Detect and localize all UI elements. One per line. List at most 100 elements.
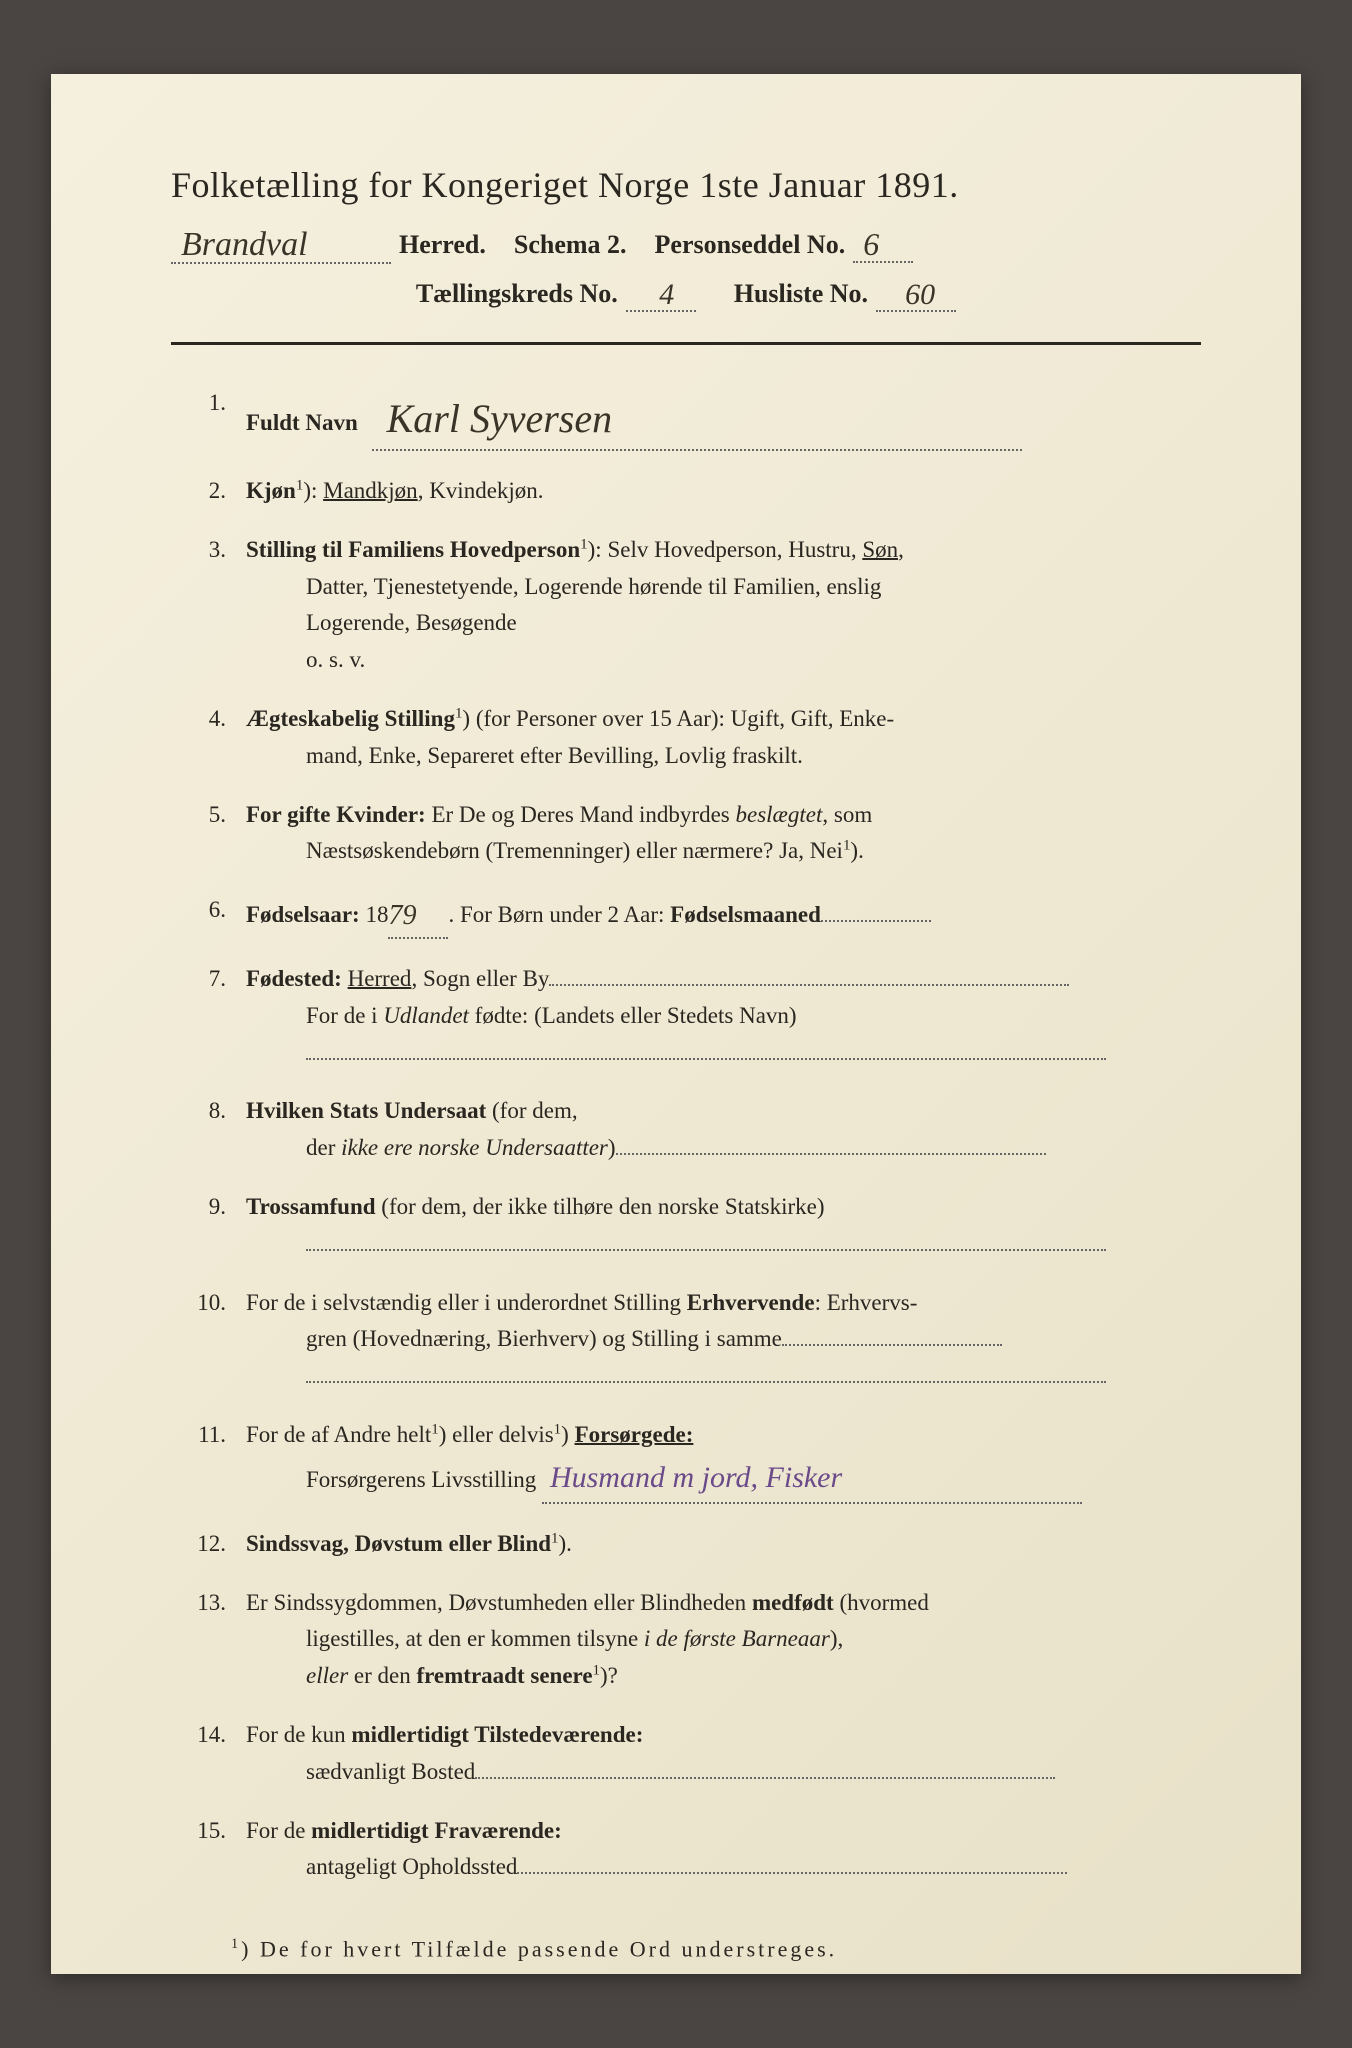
tellingskreds-field: 4 (626, 276, 696, 312)
field-12-rest: ). (559, 1531, 572, 1556)
field-15-label: midlertidigt Fraværende: (311, 1818, 562, 1843)
field-3-son: Søn, (862, 537, 904, 562)
field-1-content: Fuldt Navn Karl Syversen (246, 385, 1201, 451)
field-13-line2: ligestilles, at den er kommen tilsyne i … (306, 1621, 1201, 1658)
field-8-line2b: ) (608, 1135, 616, 1160)
field-14: 14. For de kun midlertidigt Tilstedevære… (191, 1717, 1201, 1791)
field-13-content: Er Sindssygdommen, Døvstumheden eller Bl… (246, 1585, 1201, 1695)
personseddel-value: 6 (853, 226, 879, 262)
field-2: 2. Kjøn1): Mandkjøn, Kvindekjøn. (191, 473, 1201, 510)
herred-field: Brandval (171, 224, 391, 264)
field-1-label: Fuldt Navn (246, 410, 358, 435)
field-5-num: 5. (191, 797, 246, 834)
husliste-field: 60 (876, 276, 956, 312)
field-10-rest2: : Erhvervs- (815, 1290, 918, 1315)
field-5-line2b: ). (850, 838, 863, 863)
form-title: Folketælling for Kongeriget Norge 1ste J… (171, 164, 1201, 206)
field-11-rest1: For de af Andre helt (246, 1422, 431, 1447)
header-row-1: Brandval Herred. Schema 2. Personseddel … (171, 224, 1201, 264)
field-13-sup: 1 (593, 1662, 600, 1678)
field-11-num: 11. (191, 1417, 246, 1454)
field-1-num: 1. (191, 385, 246, 422)
field-13-line2a: ligestilles, at den er kommen tilsyne (306, 1626, 644, 1651)
field-7-rest: , Sogn eller By (411, 966, 549, 991)
field-15-content: For de midlertidigt Fraværende: antageli… (246, 1813, 1201, 1887)
field-7-herred: Herred (348, 966, 412, 991)
field-1: 1. Fuldt Navn Karl Syversen (191, 385, 1201, 451)
field-2-opt2: Kvindekjøn. (429, 478, 543, 503)
field-8-rest: (for dem, (486, 1098, 577, 1123)
field-4-line2: mand, Enke, Separeret efter Bevilling, L… (306, 738, 1201, 775)
field-14-line2: sædvanligt Bosted (306, 1759, 475, 1784)
field-11: 11. For de af Andre helt1) eller delvis1… (191, 1417, 1201, 1504)
field-5-rest: Er De og Deres Mand indbyrdes (426, 802, 736, 827)
footnote: 1) De for hvert Tilfælde passende Ord un… (171, 1936, 1201, 1962)
field-15-rest1: For de (246, 1818, 311, 1843)
field-13-italic: i de første Barneaar (644, 1626, 830, 1651)
field-6-prefix: 18 (360, 902, 389, 927)
husliste-value: 60 (897, 278, 935, 311)
field-5-italic: beslægtet (735, 802, 822, 827)
field-6-content: Fødselsaar: 1879. For Børn under 2 Aar: … (246, 892, 1201, 939)
field-11-line2-wrap: Forsørgerens Livsstilling Husmand m jord… (306, 1454, 1201, 1504)
tellingskreds-label: Tællingskreds No. (416, 279, 618, 309)
field-5-line2: Næstsøskendebørn (Tremenninger) eller næ… (306, 833, 1201, 870)
field-13-line3b: er den (348, 1663, 416, 1688)
field-15-line2: antageligt Opholdssted (306, 1854, 517, 1879)
field-5-label: For gifte Kvinder: (246, 802, 426, 827)
field-13-line3a: eller (306, 1663, 348, 1688)
field-3: 3. Stilling til Familiens Hovedperson1):… (191, 532, 1201, 679)
footnote-sup: 1 (231, 1936, 241, 1952)
field-7-label: Fødested: (246, 966, 342, 991)
field-2-opt1: Mandkjøn (323, 478, 418, 503)
census-form-page: Folketælling for Kongeriget Norge 1ste J… (51, 74, 1301, 1974)
field-8: 8. Hvilken Stats Undersaat (for dem, der… (191, 1093, 1201, 1167)
field-11-content: For de af Andre helt1) eller delvis1) Fo… (246, 1417, 1201, 1504)
field-3-label: Stilling til Familiens Hovedperson (246, 537, 580, 562)
field-6-num: 6. (191, 892, 246, 929)
field-14-num: 14. (191, 1717, 246, 1754)
field-2-comma: , (418, 478, 430, 503)
field-9-rest: (for dem, der ikke tilhøre den norske St… (376, 1194, 825, 1219)
field-10-rest1: For de i selvstændig eller i underordnet… (246, 1290, 687, 1315)
field-14-rest1: For de kun (246, 1722, 351, 1747)
field-10-content: For de i selvstændig eller i underordnet… (246, 1285, 1201, 1395)
field-11-label: Forsørgede: (575, 1422, 694, 1447)
field-9-fill (306, 1226, 1201, 1263)
field-14-content: For de kun midlertidigt Tilstedeværende:… (246, 1717, 1201, 1791)
field-3-content: Stilling til Familiens Hovedperson1): Se… (246, 532, 1201, 679)
field-4-content: Ægteskabelig Stilling1) (for Personer ov… (246, 701, 1201, 775)
field-3-line3: Logerende, Besøgende (306, 605, 1201, 642)
header-divider (171, 342, 1201, 345)
footnote-text: ) De for hvert Tilfælde passende Ord und… (241, 1936, 837, 1961)
field-8-label: Hvilken Stats (246, 1098, 384, 1123)
field-6-month-fill (821, 899, 931, 922)
tellingskreds-value: 4 (647, 278, 674, 311)
field-7-italic: Udlandet (383, 1003, 469, 1028)
form-header: Folketælling for Kongeriget Norge 1ste J… (171, 164, 1201, 312)
field-3-num: 3. (191, 532, 246, 569)
field-11-rest3: ) (561, 1422, 574, 1447)
field-8-content: Hvilken Stats Undersaat (for dem, der ik… (246, 1093, 1201, 1167)
field-9-label: Trossamfund (246, 1194, 376, 1219)
field-7-num: 7. (191, 961, 246, 998)
field-11-handwritten: Husmand m jord, Fisker (542, 1461, 842, 1494)
field-13-line3d: )? (600, 1663, 618, 1688)
field-3-line4: o. s. v. (306, 642, 1201, 679)
field-10: 10. For de i selvstændig eller i underor… (191, 1285, 1201, 1395)
field-8-italic: ikke ere norske Undersaatter (341, 1135, 608, 1160)
field-4-num: 4. (191, 701, 246, 738)
field-9: 9. Trossamfund (for dem, der ikke tilhør… (191, 1189, 1201, 1263)
field-2-num: 2. (191, 473, 246, 510)
field-7: 7. Fødested: Herred, Sogn eller By For d… (191, 961, 1201, 1071)
field-10-num: 10. (191, 1285, 246, 1322)
field-9-num: 9. (191, 1189, 246, 1226)
field-7-line2: For de i Udlandet fødte: (Landets eller … (306, 998, 1201, 1035)
field-3-sup: 1 (580, 536, 587, 552)
field-13-rest2: (hvormed (834, 1590, 929, 1615)
field-1-value: Karl Syversen (372, 396, 613, 441)
field-13-num: 13. (191, 1585, 246, 1622)
field-8-line2a: der (306, 1135, 341, 1160)
field-7-fill (549, 963, 1069, 986)
field-6: 6. Fødselsaar: 1879. For Børn under 2 Aa… (191, 892, 1201, 939)
